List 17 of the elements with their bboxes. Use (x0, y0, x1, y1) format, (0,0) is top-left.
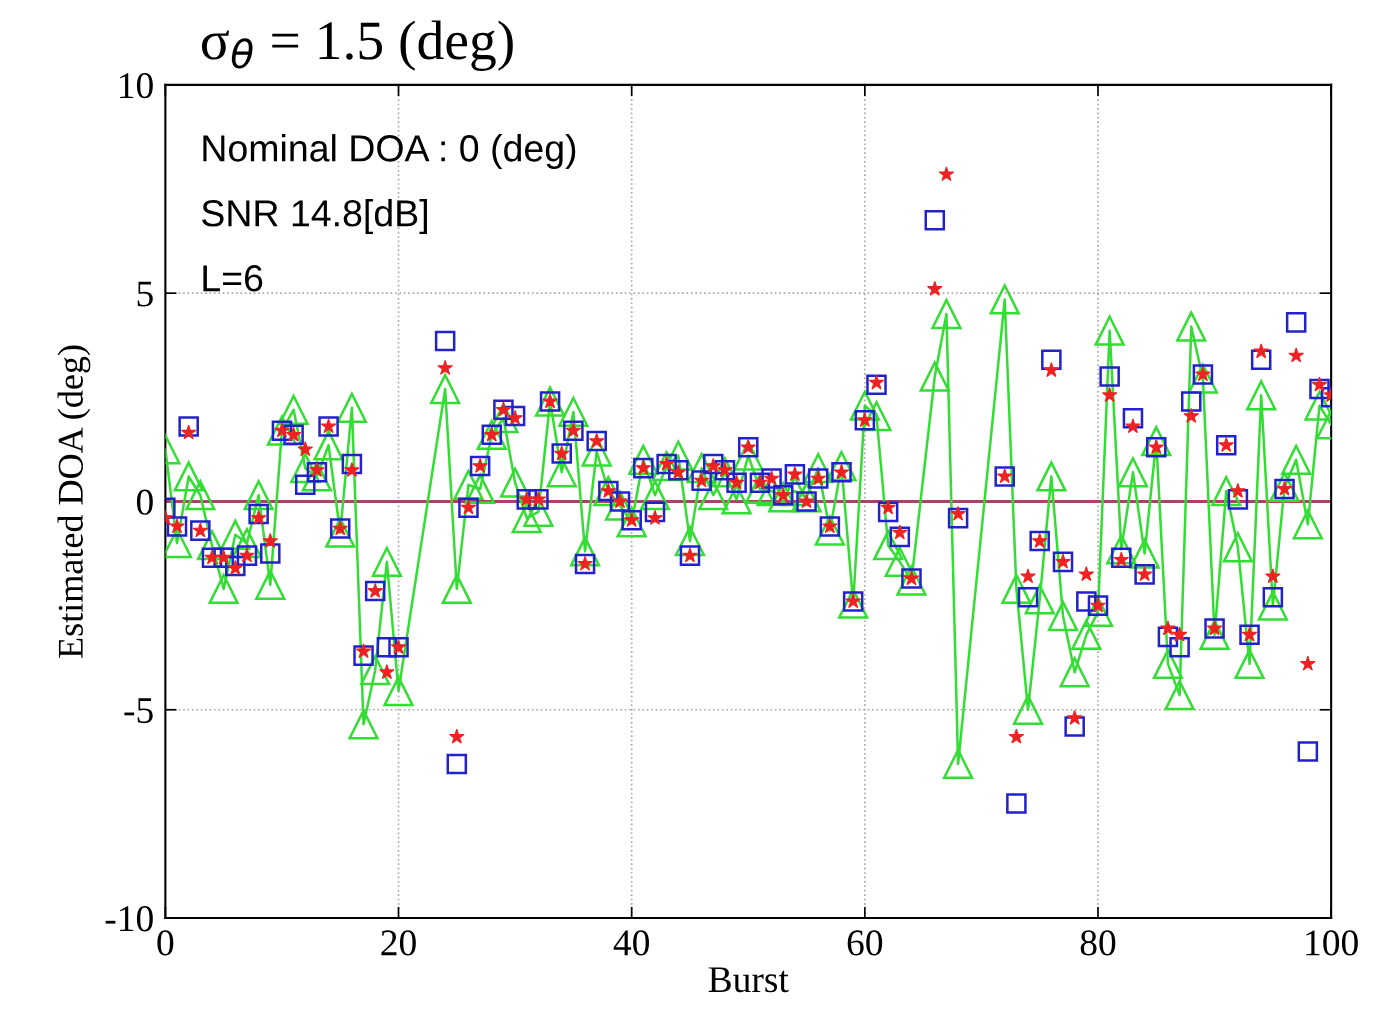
x-tick-label: 0 (157, 930, 174, 956)
annotation: L=6 (203, 265, 263, 292)
y-axis-title: Estimated DOA (deg) (57, 345, 91, 658)
x-tick-label: 40 (613, 930, 649, 956)
x-tick-label: 100 (1306, 930, 1358, 956)
x-tick-label: 20 (381, 930, 416, 956)
x-axis-title: Burst (708, 967, 789, 993)
x-tick-label: 60 (847, 930, 883, 956)
y-tick-label: 0 (136, 489, 153, 515)
y-tick-label: -10 (105, 906, 153, 932)
annotation: Nominal DOA : 0 (deg) (203, 134, 576, 170)
annotation: SNR 14.8[dB] (202, 199, 427, 235)
y-tick-label: 5 (137, 281, 153, 307)
y-tick-label: -5 (124, 698, 153, 724)
y-tick-label: 10 (120, 72, 153, 99)
chart-title: σ$_{θ}$ = 1.5 (deg) (201, 20, 513, 72)
x-tick-label: 80 (1080, 930, 1116, 956)
